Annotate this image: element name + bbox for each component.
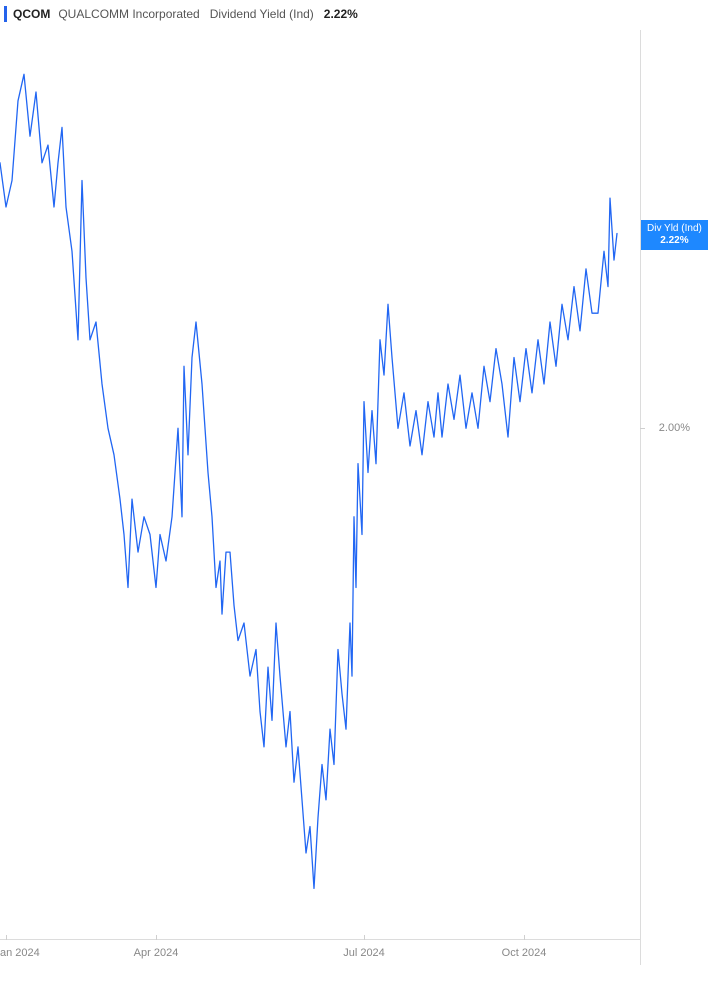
x-tick-label: Jul 2024 <box>343 947 385 959</box>
current-value-tag: Div Yld (Ind) 2.22% <box>641 220 708 250</box>
line-chart-svg <box>0 30 640 940</box>
y-tick-mark <box>640 428 645 429</box>
value-tag-label: Div Yld (Ind) <box>647 223 702 235</box>
chart-header: QCOM QUALCOMM Incorporated Dividend Yiel… <box>0 4 362 24</box>
x-tick-mark <box>524 935 525 940</box>
x-tick-label: Oct 2024 <box>502 947 547 959</box>
x-tick-mark <box>156 935 157 940</box>
x-tick-mark <box>6 935 7 940</box>
x-tick-mark <box>364 935 365 940</box>
metric-name: Dividend Yield (Ind) <box>210 7 314 21</box>
chart-container: QCOM QUALCOMM Incorporated Dividend Yiel… <box>0 0 717 1005</box>
company-name: QUALCOMM Incorporated <box>58 7 199 21</box>
chart-plot-area[interactable]: an 2024Apr 2024Jul 2024Oct 2024 2.00% <box>0 30 641 965</box>
ticker-symbol: QCOM <box>13 7 50 21</box>
y-tick-label: 2.00% <box>659 422 690 434</box>
ticker-accent-bar <box>4 6 7 22</box>
metric-value: 2.22% <box>324 7 358 21</box>
value-tag-value: 2.22% <box>647 235 702 247</box>
x-tick-label: Apr 2024 <box>134 947 179 959</box>
x-axis-line <box>0 939 640 940</box>
x-tick-label: an 2024 <box>0 947 40 959</box>
